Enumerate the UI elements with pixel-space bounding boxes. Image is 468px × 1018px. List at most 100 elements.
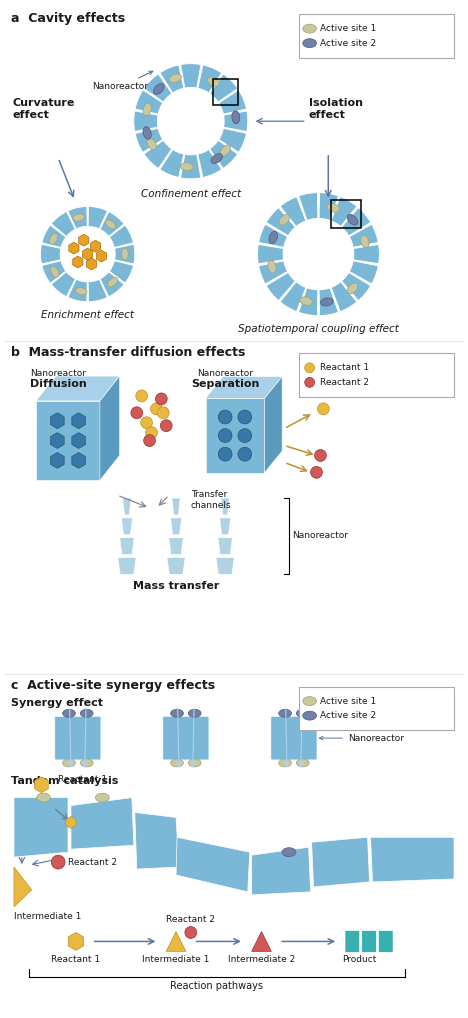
Wedge shape [331,196,357,226]
Polygon shape [205,377,282,398]
Wedge shape [259,224,287,247]
Circle shape [151,403,162,414]
Wedge shape [134,111,158,131]
Text: Intermediate 1: Intermediate 1 [142,955,210,964]
Wedge shape [353,244,380,264]
Ellipse shape [95,793,109,802]
Wedge shape [319,192,338,220]
Text: Reaction pathways: Reaction pathways [170,981,263,992]
Polygon shape [371,837,454,882]
Text: Reactant 2: Reactant 2 [321,378,369,387]
Ellipse shape [303,696,316,705]
Ellipse shape [232,111,240,123]
Ellipse shape [303,712,316,720]
Wedge shape [224,111,248,131]
Polygon shape [219,518,231,534]
Ellipse shape [171,759,183,767]
Wedge shape [219,90,247,114]
Circle shape [218,447,232,461]
FancyBboxPatch shape [379,930,393,953]
Ellipse shape [188,759,201,767]
Polygon shape [167,558,185,574]
FancyBboxPatch shape [163,717,209,759]
Wedge shape [110,261,133,283]
Ellipse shape [169,74,182,82]
Circle shape [136,390,147,402]
Polygon shape [120,538,134,555]
Wedge shape [319,288,338,316]
Ellipse shape [154,83,164,95]
Wedge shape [342,208,371,236]
Polygon shape [176,837,250,892]
Text: Reactant 1: Reactant 1 [51,955,101,964]
Text: c  Active-site synergy effects: c Active-site synergy effects [11,679,215,691]
Bar [212,79,238,105]
Polygon shape [14,798,68,857]
Text: Separation: Separation [191,379,259,389]
Text: Diffusion: Diffusion [30,379,87,389]
Ellipse shape [296,759,309,767]
Ellipse shape [80,759,93,767]
Wedge shape [160,150,184,177]
Text: Intermediate 1: Intermediate 1 [14,912,81,920]
Ellipse shape [105,220,116,229]
Circle shape [305,362,314,373]
Text: a  Cavity effects: a Cavity effects [11,12,125,25]
Circle shape [311,466,322,478]
Text: Reactant 1: Reactant 1 [321,363,370,373]
Polygon shape [135,812,179,869]
Polygon shape [121,518,132,534]
Wedge shape [160,65,184,93]
Bar [299,14,454,58]
Wedge shape [42,261,66,283]
Text: Transfer
channels: Transfer channels [191,490,231,510]
Text: Nanoreactor: Nanoreactor [197,370,253,378]
Circle shape [157,407,169,418]
Polygon shape [252,931,271,952]
Ellipse shape [303,24,316,34]
Ellipse shape [63,710,75,718]
Wedge shape [198,65,222,93]
Wedge shape [135,128,163,153]
FancyBboxPatch shape [345,930,360,953]
Ellipse shape [188,710,201,718]
Text: Active site 2: Active site 2 [321,39,377,48]
Circle shape [305,378,314,387]
Ellipse shape [147,138,156,150]
Polygon shape [123,498,131,515]
Wedge shape [51,212,75,236]
Circle shape [218,410,232,423]
Ellipse shape [143,103,151,116]
Wedge shape [181,64,201,88]
Text: Tandem catalysis: Tandem catalysis [11,776,118,786]
Polygon shape [264,377,282,472]
Wedge shape [331,282,357,312]
Polygon shape [218,538,233,555]
Wedge shape [210,74,238,102]
Wedge shape [266,208,295,236]
Text: Reactant 2: Reactant 2 [166,914,215,923]
Text: Mass transfer: Mass transfer [133,581,219,591]
Text: Product: Product [343,955,377,964]
Wedge shape [100,212,124,236]
Polygon shape [205,398,264,472]
Circle shape [238,410,252,423]
Text: Reactant 2: Reactant 2 [68,857,117,866]
Polygon shape [221,498,229,515]
Wedge shape [68,207,87,229]
Text: Spatiotemporal coupling effect: Spatiotemporal coupling effect [238,324,399,334]
Wedge shape [144,74,172,102]
Ellipse shape [122,248,128,260]
Circle shape [146,427,157,439]
Text: Reactant 1: Reactant 1 [58,776,107,784]
Wedge shape [181,155,201,179]
Ellipse shape [347,283,358,294]
Ellipse shape [296,710,309,718]
Polygon shape [36,401,100,480]
Text: Enrichment effect: Enrichment effect [41,309,134,320]
Ellipse shape [207,77,219,87]
Ellipse shape [282,848,296,856]
Polygon shape [166,931,186,952]
Circle shape [314,450,326,461]
Circle shape [144,435,155,447]
